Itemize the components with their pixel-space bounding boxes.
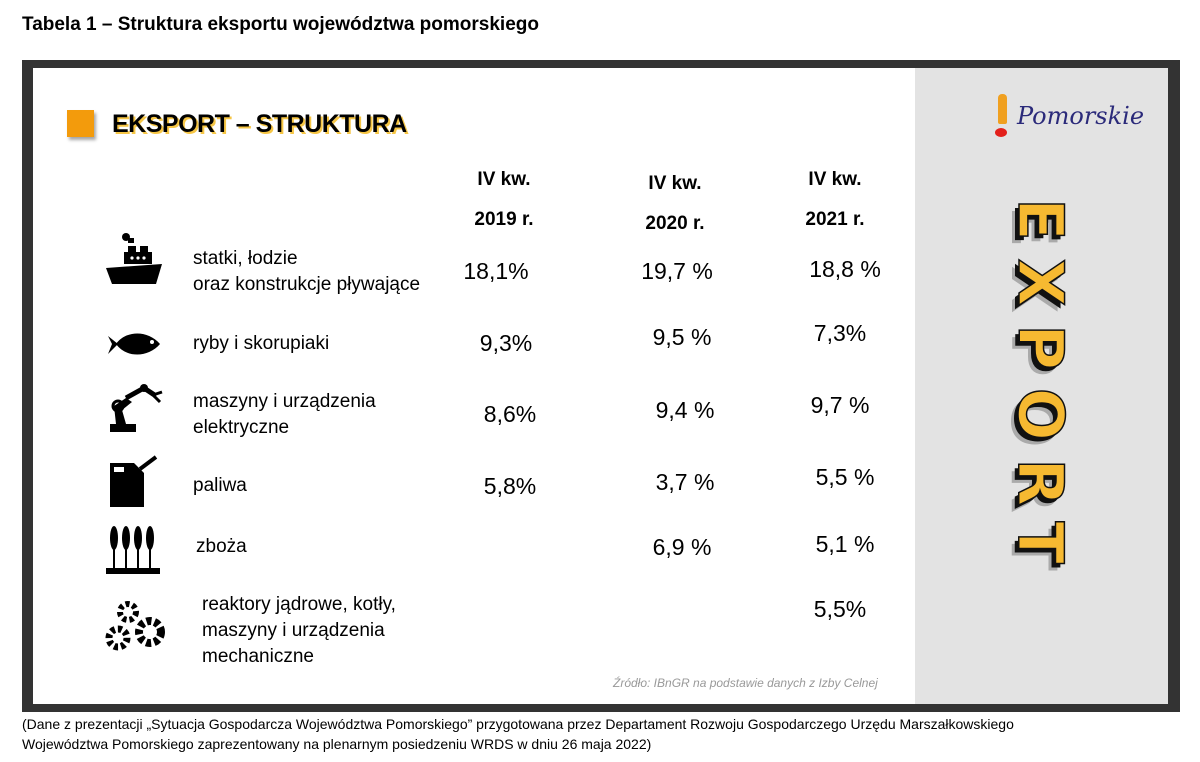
wheat-icon	[106, 526, 160, 574]
heading-bullet-square	[67, 110, 94, 137]
footnote: (Dane z prezentacji „Sytuacja Gospodarcz…	[22, 714, 1014, 754]
column-header-line1: IV kw.	[808, 169, 862, 190]
value-cell: 9,3%	[479, 330, 533, 356]
value-cell: 5,8%	[483, 473, 537, 499]
value-cell: 5,5 %	[815, 464, 875, 490]
value-cell: 7,3%	[813, 320, 867, 346]
row-label-ships: statki, łodzie oraz konstrukcje pływając…	[193, 246, 420, 298]
column-header-line2: 2019 r.	[474, 209, 534, 230]
row-label-electrical-machinery: maszyny i urządzenia elektryczne	[193, 389, 376, 441]
value-cell: 9,4 %	[655, 397, 715, 423]
value-cell: 19,7 %	[641, 258, 713, 284]
row-label-fuels: paliwa	[193, 473, 247, 499]
footnote-line: (Dane z prezentacji „Sytuacja Gospodarcz…	[22, 716, 1014, 732]
slide-side-panel	[915, 68, 1168, 704]
fish-icon	[108, 333, 160, 355]
value-cell: 8,6%	[483, 401, 537, 427]
fuel-can-icon	[110, 455, 158, 507]
row-label-mechanical-machinery: reaktory jądrowe, kotły, maszyny i urząd…	[202, 592, 396, 670]
value-cell: 6,9 %	[652, 534, 712, 560]
export-3d-lettering: EXPORT	[1003, 197, 1078, 582]
column-header-2020: IV kw. 2020 r.	[615, 164, 735, 244]
label-line: zboża	[196, 536, 247, 557]
column-header-2021: IV kw. 2021 r.	[775, 160, 895, 240]
gears-icon	[105, 601, 165, 651]
robot-arm-icon	[110, 384, 163, 432]
row-label-grain: zboża	[196, 534, 247, 560]
logo-wordmark: Pomorskie	[1017, 102, 1145, 130]
label-line: statki, łodzie	[193, 248, 298, 269]
value-cell: 5,1 %	[815, 531, 875, 557]
column-header-line2: 2021 r.	[805, 209, 865, 230]
label-line: reaktory jądrowe, kotły,	[202, 594, 396, 615]
column-header-2019: IV kw. 2019 r.	[444, 160, 564, 240]
pomorskie-logo: Pomorskie	[995, 92, 1155, 152]
label-line: ryby i skorupiaki	[193, 333, 330, 354]
row-label-fish: ryby i skorupiaki	[193, 331, 329, 357]
label-line: paliwa	[193, 475, 247, 496]
column-header-line1: IV kw.	[477, 169, 531, 190]
logo-exclamation-icon	[998, 94, 1007, 124]
value-cell: 9,5 %	[652, 324, 712, 350]
value-cell: 3,7 %	[655, 469, 715, 495]
slide-content	[33, 68, 915, 704]
source-note: Źródło: IBnGR na podstawie danych z Izby…	[613, 676, 878, 690]
logo-dot-icon	[995, 128, 1007, 137]
page-title: Tabela 1 – Struktura eksportu województw…	[22, 14, 539, 35]
label-line: elektryczne	[193, 417, 290, 438]
slide-heading: EKSPORT – STRUKTURA	[112, 110, 407, 138]
footnote-line: Województwa Pomorskiego zaprezentowany n…	[22, 736, 652, 752]
label-line: oraz konstrukcje pływające	[193, 274, 421, 295]
value-cell: 9,7 %	[810, 392, 870, 418]
column-header-line1: IV kw.	[648, 173, 702, 194]
label-line: maszyny i urządzenia	[193, 391, 376, 412]
column-header-line2: 2020 r.	[645, 213, 705, 234]
ship-icon	[106, 233, 162, 284]
value-cell: 5,5%	[813, 596, 867, 622]
value-cell: 18,1%	[463, 258, 529, 284]
label-line: maszyny i urządzenia	[202, 620, 385, 641]
value-cell: 18,8 %	[809, 256, 881, 282]
label-line: mechaniczne	[202, 646, 314, 667]
